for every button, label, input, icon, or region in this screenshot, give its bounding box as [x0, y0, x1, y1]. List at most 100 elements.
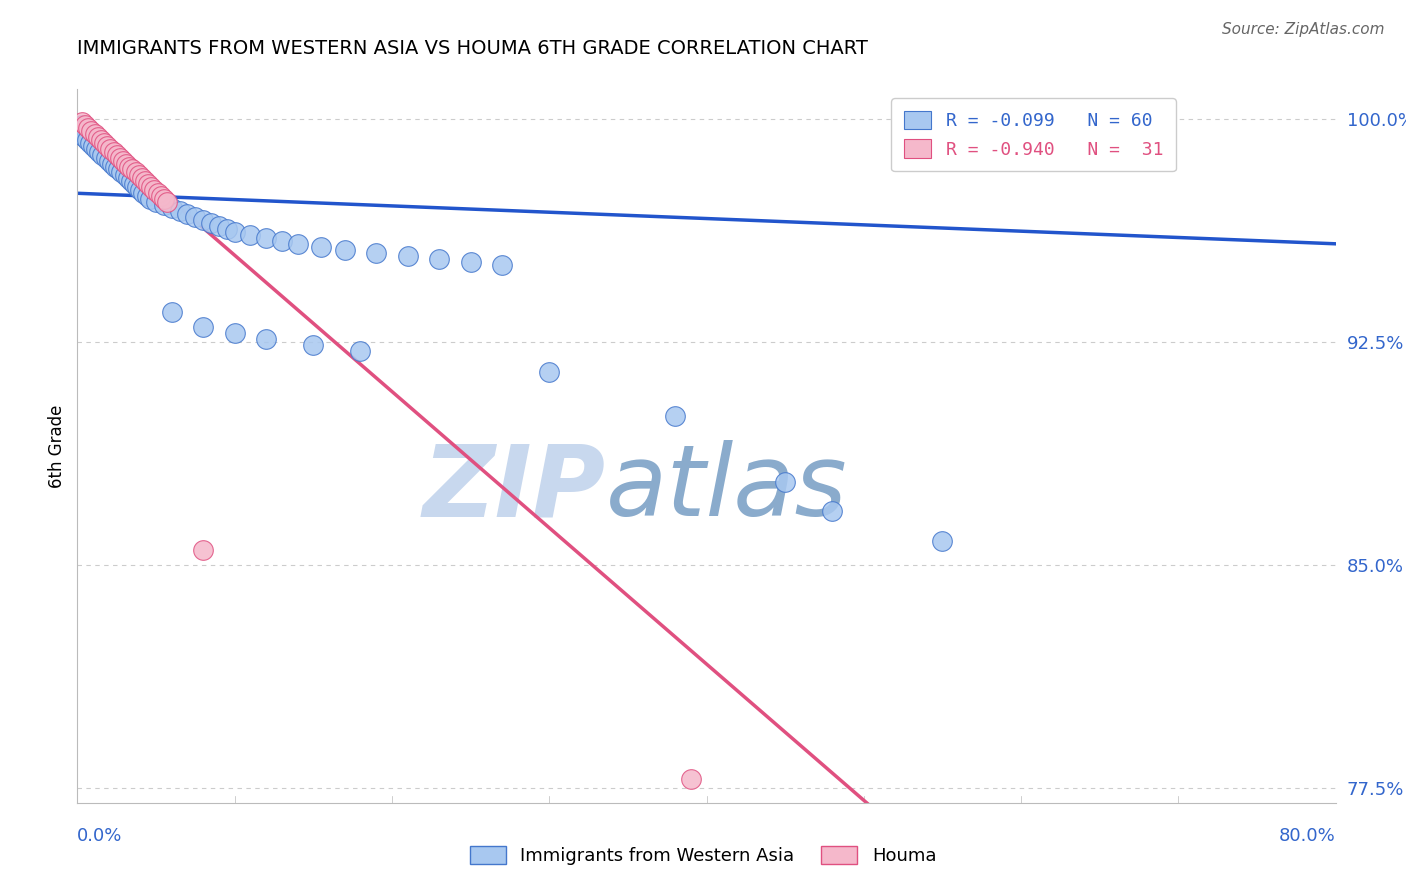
Point	[309, 240, 332, 254]
Point	[111, 153, 134, 168]
Point	[366, 245, 388, 260]
Point	[75, 120, 97, 135]
Point	[153, 192, 176, 206]
Point	[70, 115, 93, 129]
Point	[104, 160, 127, 174]
Point	[77, 124, 100, 138]
Text: atlas: atlas	[606, 441, 848, 537]
Point	[396, 249, 419, 263]
Point	[128, 169, 150, 183]
Point	[184, 210, 207, 224]
Point	[77, 120, 100, 135]
Point	[131, 171, 153, 186]
Point	[931, 534, 953, 549]
Point	[80, 124, 103, 138]
Point	[160, 201, 183, 215]
Point	[224, 326, 246, 340]
Point	[108, 151, 131, 165]
Text: IMMIGRANTS FROM WESTERN ASIA VS HOUMA 6TH GRADE CORRELATION CHART: IMMIGRANTS FROM WESTERN ASIA VS HOUMA 6T…	[77, 39, 869, 58]
Point	[153, 198, 176, 212]
Point	[143, 183, 166, 197]
Point	[76, 133, 98, 147]
Point	[70, 118, 93, 132]
Point	[149, 189, 172, 203]
Y-axis label: 6th Grade: 6th Grade	[48, 404, 66, 488]
Point	[79, 136, 101, 150]
Point	[773, 475, 796, 489]
Point	[254, 332, 277, 346]
Point	[176, 207, 198, 221]
Point	[1073, 118, 1095, 132]
Point	[101, 156, 124, 170]
Point	[75, 118, 97, 132]
Point	[191, 213, 215, 227]
Point	[254, 231, 277, 245]
Point	[349, 343, 371, 358]
Legend: Immigrants from Western Asia, Houma: Immigrants from Western Asia, Houma	[461, 838, 945, 874]
Point	[191, 320, 215, 334]
Point	[302, 338, 325, 352]
Point	[427, 252, 450, 266]
Point	[87, 129, 110, 144]
Point	[208, 219, 231, 233]
Point	[491, 258, 513, 272]
Point	[224, 225, 246, 239]
Point	[538, 365, 561, 379]
Point	[114, 169, 136, 183]
Point	[132, 186, 155, 201]
Text: 0.0%: 0.0%	[77, 827, 122, 845]
Point	[135, 189, 157, 203]
Point	[200, 216, 222, 230]
Point	[145, 195, 167, 210]
Point	[191, 543, 215, 558]
Point	[84, 142, 107, 156]
Point	[146, 186, 169, 201]
Point	[742, 831, 765, 846]
Point	[118, 160, 141, 174]
Text: 80.0%: 80.0%	[1279, 827, 1336, 845]
Point	[821, 504, 844, 518]
Point	[270, 234, 292, 248]
Point	[156, 195, 179, 210]
Text: Source: ZipAtlas.com: Source: ZipAtlas.com	[1222, 22, 1385, 37]
Point	[160, 305, 183, 319]
Point	[91, 147, 114, 161]
Point	[96, 138, 118, 153]
Point	[97, 153, 120, 168]
Point	[215, 222, 238, 236]
Point	[122, 178, 145, 192]
Point	[72, 129, 94, 144]
Point	[239, 227, 262, 242]
Point	[93, 136, 115, 150]
Point	[134, 174, 156, 188]
Legend: R = -0.099   N = 60, R = -0.940   N =  31: R = -0.099 N = 60, R = -0.940 N = 31	[891, 98, 1175, 171]
Point	[98, 142, 121, 156]
Point	[103, 145, 125, 159]
Point	[679, 772, 702, 786]
Point	[110, 165, 132, 179]
Point	[90, 133, 112, 147]
Point	[89, 145, 111, 159]
Point	[127, 180, 149, 194]
Text: ZIP: ZIP	[423, 441, 606, 537]
Point	[136, 178, 159, 192]
Point	[141, 180, 163, 194]
Point	[664, 409, 686, 424]
Point	[333, 243, 356, 257]
Point	[138, 192, 160, 206]
Point	[94, 151, 117, 165]
Point	[83, 127, 105, 141]
Point	[107, 162, 129, 177]
Point	[120, 174, 142, 188]
Point	[169, 204, 191, 219]
Point	[129, 183, 152, 197]
Point	[460, 254, 482, 268]
Point	[82, 138, 104, 153]
Point	[105, 147, 128, 161]
Point	[80, 127, 103, 141]
Point	[117, 171, 139, 186]
Point	[115, 156, 138, 170]
Point	[121, 162, 143, 177]
Point	[287, 236, 309, 251]
Point	[124, 165, 146, 179]
